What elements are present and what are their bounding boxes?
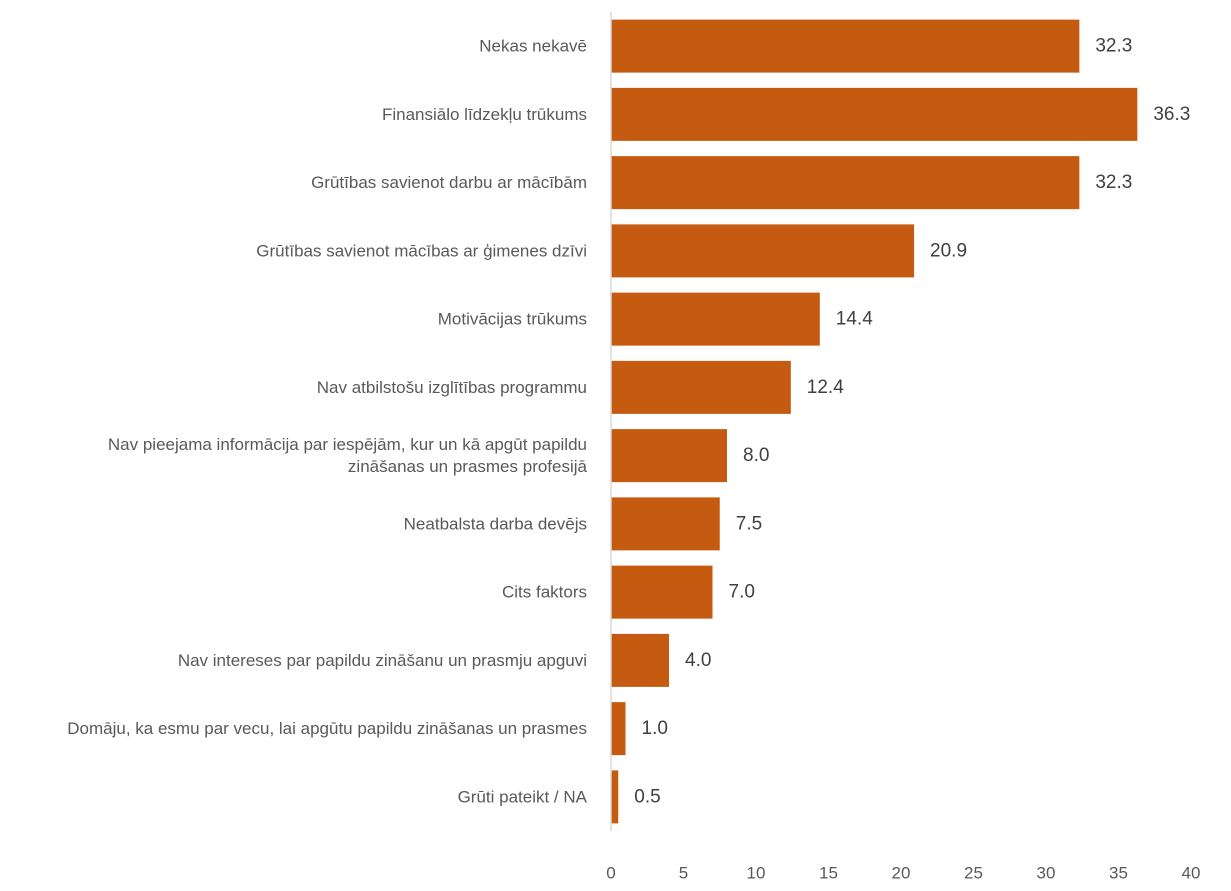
x-axis-ticks-group: 0 5 10 15 20 25 30 35 40 — [606, 864, 1200, 883]
category-label: Grūti pateikt / NA — [458, 787, 588, 806]
data-label: 4.0 — [685, 650, 711, 671]
bar — [611, 770, 619, 824]
category-label: Grūtības savienot mācības ar ģimenes dzī… — [256, 241, 587, 260]
x-tick-label: 0 — [606, 864, 615, 883]
x-tick-label: 40 — [1182, 864, 1201, 883]
value-labels-group: 32.3 36.3 32.3 20.9 14.4 12.4 8.0 7.5 7.0 4.0 1.0 0… — [634, 36, 1190, 808]
category-label-line: Nav pieejama informācija par iespējām, k… — [108, 435, 587, 454]
category-label-line: Neatbalsta darba devējs — [404, 514, 587, 533]
category-label: Cits faktors — [502, 583, 587, 602]
data-label: 32.3 — [1095, 172, 1132, 193]
x-tick-label: 15 — [819, 864, 838, 883]
category-label-line: zināšanas un prasmes profesijā — [348, 457, 588, 476]
data-label: 12.4 — [807, 377, 844, 398]
bar — [611, 87, 1138, 141]
bar — [611, 633, 669, 687]
category-label: Nav pieejama informācija par iespējām, k… — [108, 435, 588, 476]
data-label: 7.0 — [729, 582, 755, 603]
x-tick-label: 30 — [1037, 864, 1056, 883]
data-label: 14.4 — [836, 309, 873, 330]
data-label: 0.5 — [634, 786, 660, 807]
data-label: 1.0 — [642, 718, 668, 739]
bar — [611, 565, 713, 619]
bars-group — [611, 19, 1138, 824]
category-label-line: Nav intereses par papildu zināšanu un pr… — [178, 651, 587, 670]
bar — [611, 156, 1080, 210]
bar — [611, 292, 820, 346]
category-labels-group: Nekas nekavē Finansiālo līdzekļu trūkums G… — [67, 37, 587, 807]
data-label: 20.9 — [930, 240, 967, 261]
category-label-line: Grūtības savienot darbu ar mācībām — [311, 173, 587, 192]
data-label: 36.3 — [1153, 104, 1190, 125]
x-tick-label: 20 — [892, 864, 911, 883]
category-label: Finansiālo līdzekļu trūkums — [382, 105, 587, 124]
bar — [611, 19, 1080, 73]
data-label: 8.0 — [743, 445, 769, 466]
data-label: 32.3 — [1095, 36, 1132, 57]
category-label: Motivācijas trūkums — [438, 310, 587, 329]
bar — [611, 497, 720, 551]
category-label: Domāju, ka esmu par vecu, lai apgūtu pap… — [67, 719, 587, 738]
category-label-line: Grūtības savienot mācības ar ģimenes dzī… — [256, 241, 587, 260]
category-label-line: Finansiālo līdzekļu trūkums — [382, 105, 587, 124]
category-label-line: Grūti pateikt / NA — [458, 787, 588, 806]
category-label-line: Motivācijas trūkums — [438, 310, 587, 329]
x-tick-label: 35 — [1109, 864, 1128, 883]
bar — [611, 224, 915, 278]
x-tick-label: 10 — [747, 864, 766, 883]
category-label: Nekas nekavē — [479, 37, 587, 56]
category-label: Neatbalsta darba devējs — [404, 514, 587, 533]
x-tick-label: 25 — [964, 864, 983, 883]
x-tick-label: 5 — [679, 864, 688, 883]
data-label: 7.5 — [736, 513, 762, 534]
category-label-line: Nekas nekavē — [479, 37, 587, 56]
category-label: Grūtības savienot darbu ar mācībām — [311, 173, 587, 192]
category-label: Nav intereses par papildu zināšanu un pr… — [178, 651, 587, 670]
bar — [611, 429, 727, 483]
category-label-line: Domāju, ka esmu par vecu, lai apgūtu pap… — [67, 719, 587, 738]
bar — [611, 360, 791, 414]
bar — [611, 702, 626, 756]
category-label-line: Nav atbilstošu izglītības programmu — [317, 378, 587, 397]
category-label-line: Cits faktors — [502, 583, 587, 602]
category-label: Nav atbilstošu izglītības programmu — [317, 378, 587, 397]
